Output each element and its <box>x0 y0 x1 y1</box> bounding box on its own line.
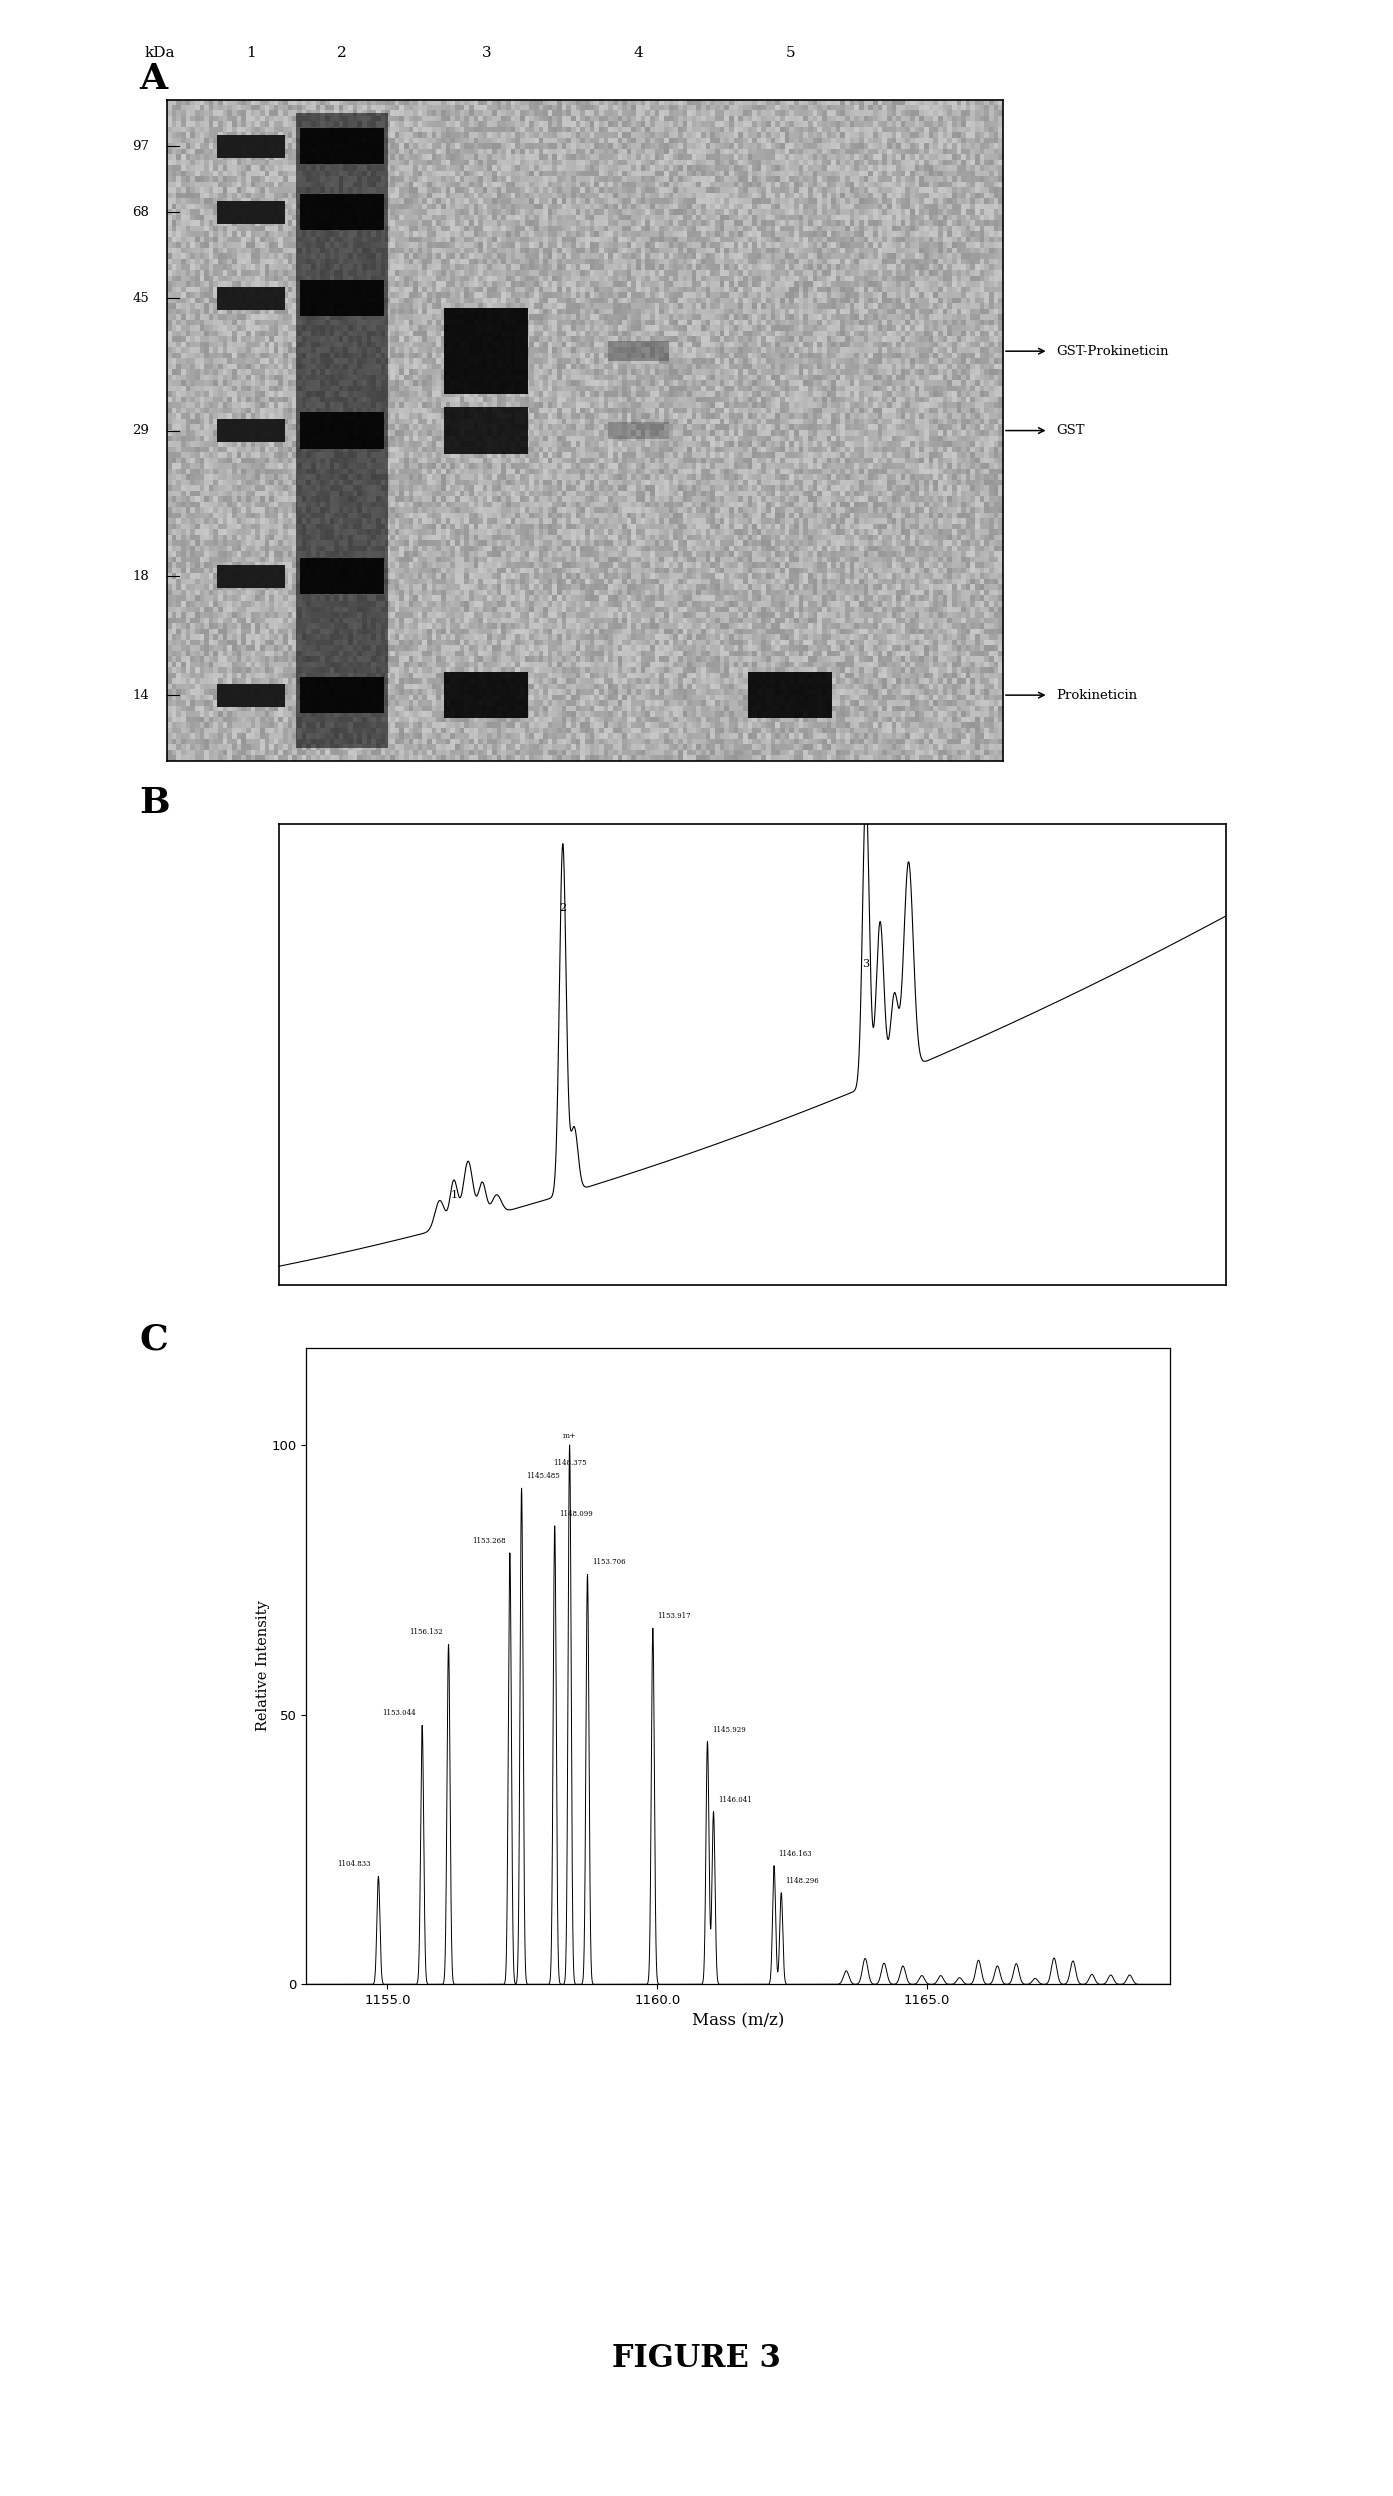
Text: 5: 5 <box>786 45 795 60</box>
Bar <box>607 422 669 439</box>
Bar <box>299 412 383 449</box>
Text: 1148.296: 1148.296 <box>786 1877 819 1884</box>
Text: 4: 4 <box>634 45 644 60</box>
Text: 45: 45 <box>132 292 149 305</box>
Bar <box>607 342 669 362</box>
Text: 1156.132: 1156.132 <box>410 1627 443 1637</box>
Text: 1145.929: 1145.929 <box>712 1725 745 1735</box>
Text: 1104.833: 1104.833 <box>337 1860 371 1870</box>
Text: Prokineticin: Prokineticin <box>1056 689 1137 701</box>
Bar <box>216 419 286 442</box>
Text: 1153.268: 1153.268 <box>472 1538 506 1545</box>
Text: 1148.099: 1148.099 <box>559 1510 593 1518</box>
Bar <box>748 671 832 719</box>
Bar <box>216 287 286 310</box>
Text: 1146.163: 1146.163 <box>779 1850 812 1857</box>
Text: 68: 68 <box>132 205 149 220</box>
Text: 97: 97 <box>132 140 149 152</box>
Text: FIGURE 3: FIGURE 3 <box>612 2344 781 2374</box>
Text: 29: 29 <box>132 424 149 437</box>
Text: 1146.041: 1146.041 <box>717 1795 752 1805</box>
Y-axis label: Relative Intensity: Relative Intensity <box>256 1600 270 1732</box>
Bar <box>216 200 286 225</box>
X-axis label: Mass (m/z): Mass (m/z) <box>692 2012 784 2029</box>
Bar <box>216 135 286 157</box>
Bar <box>444 307 528 394</box>
Text: 1153.706: 1153.706 <box>592 1558 625 1567</box>
Bar <box>216 684 286 706</box>
Bar <box>299 559 383 594</box>
Text: m+: m+ <box>563 1433 577 1440</box>
Text: 1145.485: 1145.485 <box>527 1473 560 1480</box>
Text: 1: 1 <box>450 1191 457 1201</box>
Text: 1: 1 <box>247 45 255 60</box>
Text: GST: GST <box>1056 424 1085 437</box>
Text: kDa: kDa <box>145 45 174 60</box>
Text: 18: 18 <box>132 569 149 582</box>
Bar <box>299 127 383 165</box>
Text: 3: 3 <box>482 45 492 60</box>
Bar <box>299 195 383 230</box>
Text: 1153.917: 1153.917 <box>657 1612 691 1620</box>
Text: 2: 2 <box>337 45 347 60</box>
Text: C: C <box>139 1323 169 1358</box>
Text: B: B <box>139 786 170 821</box>
Bar <box>216 564 286 587</box>
Bar <box>297 112 387 749</box>
Bar <box>299 280 383 317</box>
Text: 1148.375: 1148.375 <box>553 1458 586 1468</box>
Text: GST-Prokineticin: GST-Prokineticin <box>1056 344 1169 357</box>
Text: 3: 3 <box>862 958 869 968</box>
Bar <box>444 407 528 454</box>
Text: A: A <box>139 62 167 97</box>
Text: 2: 2 <box>559 904 567 914</box>
Bar <box>299 676 383 714</box>
Bar <box>444 671 528 719</box>
Text: 14: 14 <box>132 689 149 701</box>
Text: 1153.044: 1153.044 <box>382 1710 415 1717</box>
